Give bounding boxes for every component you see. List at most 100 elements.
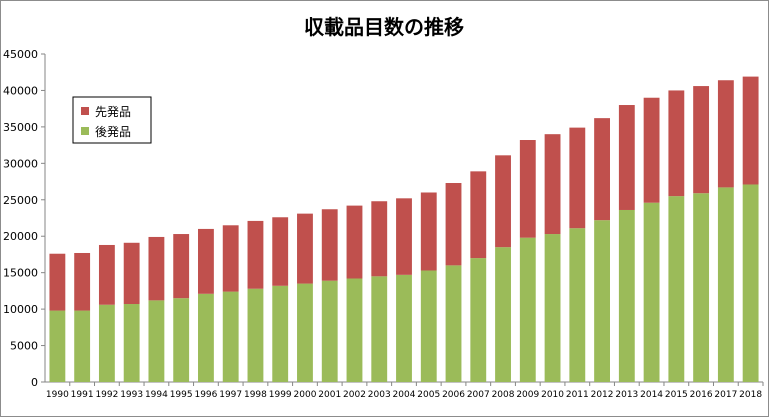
x-tick-label: 2018 bbox=[739, 390, 762, 400]
bar-segment-generic bbox=[618, 209, 635, 382]
bar-segment-original bbox=[297, 213, 313, 284]
bar-segment-generic bbox=[519, 237, 536, 382]
bar-segment-generic bbox=[569, 228, 586, 382]
bar-segment-original bbox=[148, 236, 165, 301]
bar-segment-generic bbox=[321, 280, 338, 382]
bar-segment-original bbox=[594, 118, 610, 221]
y-tick-label: 35000 bbox=[3, 121, 38, 134]
bar-segment-original bbox=[569, 127, 586, 229]
bar-segment-original bbox=[396, 198, 412, 275]
x-tick-label: 1991 bbox=[71, 390, 94, 400]
legend-box bbox=[72, 96, 152, 144]
x-tick-label: 2012 bbox=[591, 390, 614, 400]
bar-segment-generic bbox=[668, 196, 685, 382]
bar-segment-original bbox=[470, 171, 487, 259]
bar-segment-original bbox=[173, 234, 190, 299]
bar-segment-original bbox=[643, 97, 660, 203]
bar-segment-original bbox=[49, 253, 66, 311]
x-tick-label: 1997 bbox=[219, 390, 242, 400]
x-tick-label: 2001 bbox=[318, 390, 341, 400]
bar-segment-original bbox=[247, 220, 264, 289]
x-tick-label: 1992 bbox=[95, 390, 118, 400]
x-tick-label: 1999 bbox=[269, 390, 292, 400]
bar-segment-generic bbox=[74, 310, 91, 382]
x-tick-label: 2016 bbox=[690, 390, 713, 400]
bar-segment-generic bbox=[297, 283, 313, 382]
bar-segment-original bbox=[321, 209, 338, 281]
bar-segment-generic bbox=[148, 300, 165, 382]
legend-label: 先発品 bbox=[95, 105, 131, 119]
legend-label: 後発品 bbox=[95, 125, 131, 139]
y-tick-label: 25000 bbox=[3, 194, 38, 207]
x-tick-label: 1990 bbox=[46, 390, 69, 400]
x-tick-label: 1996 bbox=[194, 390, 217, 400]
x-tick-label: 1994 bbox=[145, 390, 168, 400]
bar-segment-generic bbox=[693, 193, 710, 382]
bar-segment-original bbox=[445, 183, 462, 266]
bar-segment-original bbox=[618, 105, 635, 210]
x-tick-label: 2006 bbox=[442, 390, 465, 400]
bar-segment-generic bbox=[544, 234, 561, 382]
legend-swatch bbox=[81, 127, 89, 135]
y-tick-label: 10000 bbox=[3, 303, 38, 316]
bar-segment-generic bbox=[346, 278, 363, 382]
x-tick-label: 1995 bbox=[170, 390, 193, 400]
x-tick-label: 2015 bbox=[665, 390, 688, 400]
x-tick-label: 2005 bbox=[417, 390, 440, 400]
bar-segment-original bbox=[198, 228, 214, 294]
plot-area: 0 5000 10000 15000 20000 25000 30000 35000 40000… bbox=[3, 48, 764, 400]
y-tick-label: 5000 bbox=[10, 340, 38, 353]
bar-segment-generic bbox=[717, 187, 734, 382]
x-tick-label: 2013 bbox=[615, 390, 638, 400]
y-tick-label: 0 bbox=[31, 376, 38, 389]
bar-segment-original bbox=[693, 86, 710, 194]
x-tick-label: 2002 bbox=[343, 390, 366, 400]
bar-segment-generic bbox=[173, 298, 190, 382]
bar-segment-original bbox=[495, 155, 511, 248]
bar-segment-generic bbox=[272, 285, 289, 382]
y-tick-label: 15000 bbox=[3, 267, 38, 280]
bar-segment-original bbox=[717, 80, 734, 188]
bar-segment-generic bbox=[98, 304, 115, 382]
x-tick-label: 2011 bbox=[566, 390, 589, 400]
bar-segment-original bbox=[74, 252, 91, 311]
x-tick-label: 2017 bbox=[714, 390, 737, 400]
bar-segment-original bbox=[123, 242, 140, 305]
bar-segment-generic bbox=[247, 288, 264, 382]
bar-segment-original bbox=[371, 201, 388, 277]
bar-segment-generic bbox=[371, 276, 388, 382]
bar-segment-generic bbox=[396, 274, 412, 382]
x-tick-label: 2008 bbox=[492, 390, 515, 400]
bar-segment-generic bbox=[445, 265, 462, 382]
bar-segment-generic bbox=[420, 270, 437, 382]
bar-segment-original bbox=[544, 134, 561, 235]
x-tick-label: 2014 bbox=[640, 390, 663, 400]
bar-segment-original bbox=[222, 225, 239, 292]
y-tick-label: 20000 bbox=[3, 230, 38, 243]
x-tick-label: 2007 bbox=[467, 390, 490, 400]
bar-segment-generic bbox=[742, 184, 759, 382]
x-tick-label: 2004 bbox=[393, 390, 416, 400]
x-tick-label: 1998 bbox=[244, 390, 267, 400]
x-tick-label: 2000 bbox=[294, 390, 317, 400]
x-tick-label: 2010 bbox=[541, 390, 564, 400]
bar-segment-original bbox=[346, 205, 363, 279]
bar-segment-generic bbox=[222, 291, 239, 382]
x-tick-label: 2009 bbox=[516, 390, 539, 400]
bar-segment-generic bbox=[470, 258, 487, 382]
bar-segment-original bbox=[668, 90, 685, 197]
bar-segment-original bbox=[98, 244, 115, 305]
bar-segment-original bbox=[519, 140, 536, 238]
legend-swatch bbox=[81, 107, 89, 115]
chart-title: 収載品目数の推移 bbox=[304, 15, 464, 39]
x-tick-label: 1993 bbox=[120, 390, 143, 400]
bar-segment-generic bbox=[643, 202, 660, 382]
bar-segment-generic bbox=[49, 310, 66, 382]
y-tick-label: 30000 bbox=[3, 157, 38, 170]
bar-segment-original bbox=[742, 76, 759, 185]
x-tick-label: 2003 bbox=[368, 390, 391, 400]
bar-segment-generic bbox=[123, 304, 140, 382]
